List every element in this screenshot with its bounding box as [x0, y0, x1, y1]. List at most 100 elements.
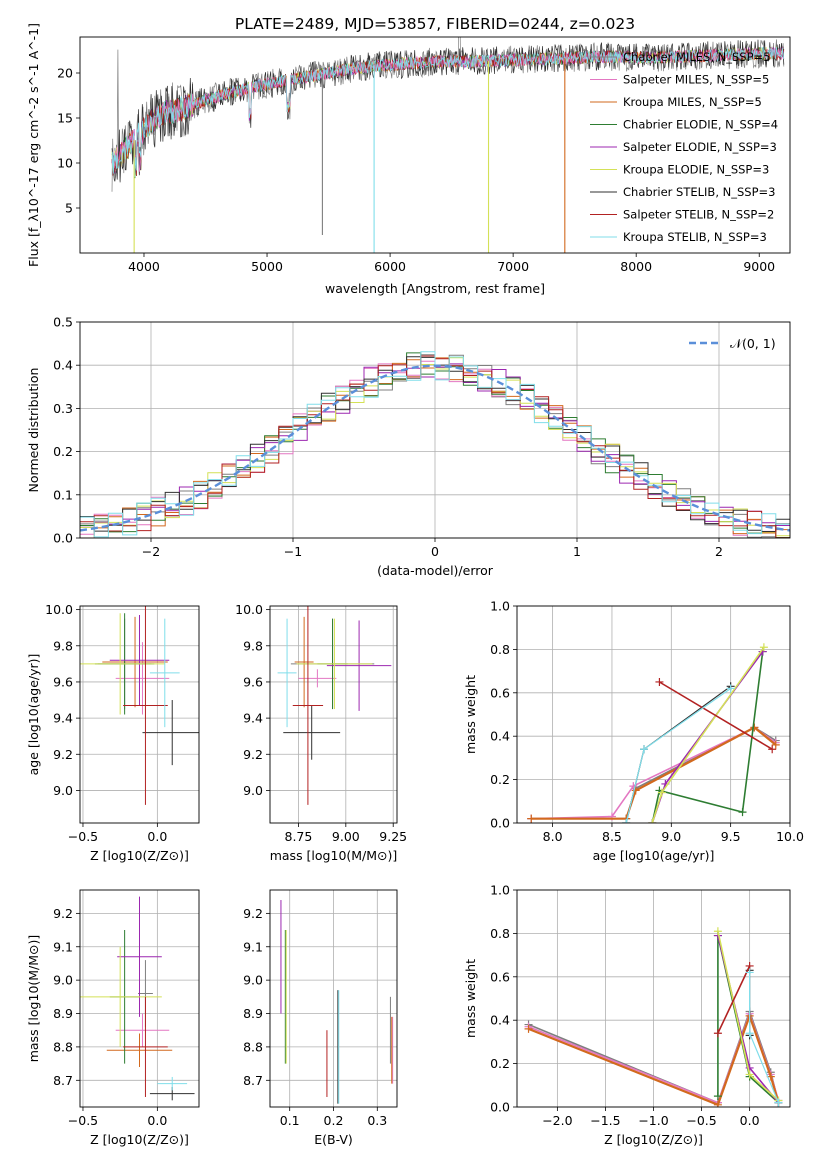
- x-tick-label: 0.0: [147, 1113, 167, 1128]
- y-tick-label: 0.0: [490, 816, 510, 831]
- spectrum-line: [111, 39, 785, 183]
- y-tick-label: 5: [65, 201, 73, 216]
- axes-massweight-vs-Z: −2.0 −1.5 −1.0 −0.5 0.0 0.0 0.2 0.4 0.6 0.8 1.0 Z […: [463, 883, 791, 1147]
- plot-area: [111, 37, 785, 253]
- axes-frame: [79, 605, 200, 824]
- x-tick-label: 10.0: [776, 829, 804, 844]
- legend-label: Chabrier ELODIE, N_SSP=4: [623, 118, 778, 132]
- x-tick-label: −1: [284, 544, 302, 559]
- x-tick-label: −1.5: [590, 1113, 620, 1128]
- y-tick-label: 8.7: [53, 1073, 73, 1088]
- y-tick-label: 0.6: [490, 969, 510, 984]
- weight-line: [531, 726, 777, 820]
- y-axis-label: Flux [f_λ10^-17 erg cm^-2 s^-1 A^-1]: [26, 23, 41, 267]
- axes-mass-vs-Z: −0.5 0.0 8.7 8.8 8.9 9.0 9.1 9.2 Z [log10(Z/Z⊙)]…: [26, 889, 200, 1147]
- y-tick-label: 9.8: [243, 638, 263, 653]
- weight-marker: [527, 814, 536, 823]
- legend-label: Salpeter STELIB, N_SSP=2: [623, 208, 774, 222]
- weight-line: [651, 651, 764, 823]
- x-tick-label: −0.5: [686, 1113, 716, 1128]
- x-tick-label: 2: [715, 544, 723, 559]
- axes-age-vs-Z: −0.5 0.0 9.0 9.2 9.4 9.6 9.8 10.0 Z [log10(Z/Z⊙)…: [26, 602, 200, 863]
- x-tick-label: 8.0: [543, 829, 563, 844]
- x-tick-label: 0.0: [147, 829, 167, 844]
- y-tick-label: 9.0: [243, 783, 263, 798]
- y-tick-label: 0.0: [490, 1100, 510, 1115]
- x-tick-label: 8000: [620, 259, 652, 274]
- x-tick-label: −2: [142, 544, 160, 559]
- normal-curve: [80, 364, 790, 532]
- y-tick-label: 0.8: [490, 926, 510, 941]
- y-axis-label: age [log10(age/yr)]: [26, 654, 41, 776]
- weight-line: [625, 685, 732, 823]
- weight-marker: [750, 723, 759, 732]
- legend-label: 𝒩(0, 1): [730, 336, 776, 351]
- y-tick-label: 0.4: [53, 358, 73, 373]
- y-tick-label: 9.1: [243, 939, 263, 954]
- axes-frame: [516, 605, 791, 824]
- axes-residuals: −2 −1 0 1 2 0.0 0.1 0.2 0.3 0.4 0.5 (data-model)/er…: [26, 315, 791, 578]
- y-tick-label: 10: [57, 156, 73, 171]
- x-tick-label: 1: [573, 544, 581, 559]
- y-tick-label: 0.2: [490, 772, 510, 787]
- x-tick-label: 0: [431, 544, 439, 559]
- y-tick-label: 9.2: [53, 906, 73, 921]
- plot-area: [80, 896, 195, 1101]
- y-tick-label: 9.6: [243, 674, 263, 689]
- axes-mass-vs-ebv: 0.1 0.2 0.3 8.7 8.8 8.9 9.0 9.1 9.2 E(B-V): [243, 889, 398, 1147]
- x-tick-label: 9.25: [379, 829, 407, 844]
- y-tick-label: 9.0: [53, 783, 73, 798]
- weight-marker: [738, 808, 747, 817]
- weight-marker: [713, 1029, 722, 1038]
- x-tick-label: 7000: [497, 259, 529, 274]
- y-tick-label: 0.1: [53, 487, 73, 502]
- weight-marker: [774, 1098, 783, 1107]
- x-tick-label: 6000: [374, 259, 406, 274]
- y-tick-label: 10.0: [235, 602, 263, 617]
- x-tick-label: 0.0: [740, 1113, 760, 1128]
- plot-area: [80, 351, 790, 538]
- weight-marker: [648, 819, 657, 823]
- axes-frame: [79, 889, 200, 1108]
- y-tick-label: 0.2: [490, 1056, 510, 1071]
- x-tick-label: −0.5: [68, 829, 98, 844]
- y-axis-label: mass weight: [463, 675, 478, 754]
- y-tick-label: 9.4: [243, 711, 263, 726]
- x-axis-label: wavelength [Angstrom, rest frame]: [325, 281, 545, 296]
- x-tick-label: −2.0: [542, 1113, 572, 1128]
- weight-marker: [640, 745, 649, 754]
- axes-frame: [79, 321, 791, 539]
- x-tick-label: 4000: [128, 259, 160, 274]
- weight-marker: [759, 643, 768, 652]
- y-tick-label: 15: [57, 111, 73, 126]
- x-axis-label: Z [log10(Z/Z⊙)]: [604, 1132, 703, 1147]
- x-tick-label: 9.5: [721, 829, 741, 844]
- y-tick-label: 10.0: [45, 602, 73, 617]
- x-tick-label: 8.75: [285, 829, 313, 844]
- plot-area: [80, 606, 199, 805]
- x-tick-label: 9.00: [332, 829, 360, 844]
- y-tick-label: 0.8: [490, 642, 510, 657]
- x-tick-label: 9000: [743, 259, 775, 274]
- y-axis-label: Normed distribution: [26, 368, 41, 493]
- x-axis-label: Z [log10(Z/Z⊙)]: [90, 1132, 189, 1147]
- y-tick-label: 1.0: [490, 883, 510, 898]
- x-axis-label: mass [log10(M/M⊙)]: [270, 848, 398, 863]
- y-tick-label: 8.7: [243, 1073, 263, 1088]
- axes-age-vs-mass: 8.75 9.00 9.25 9.0 9.2 9.4 9.6 9.8 10.0 mass [log…: [235, 602, 407, 863]
- plot-area: [280, 900, 394, 1104]
- figure-title: PLATE=2489, MJD=53857, FIBERID=0244, z=0…: [235, 15, 635, 33]
- y-tick-label: 20: [57, 66, 73, 81]
- y-tick-label: 9.1: [53, 939, 73, 954]
- x-axis-label: E(B-V): [314, 1132, 353, 1147]
- x-axis-label: (data-model)/error: [377, 563, 494, 578]
- weight-marker: [768, 745, 777, 754]
- x-tick-label: 9.0: [661, 829, 681, 844]
- weight-line: [651, 651, 764, 823]
- y-tick-label: 9.2: [53, 747, 73, 762]
- legend-label: Salpeter ELODIE, N_SSP=3: [623, 140, 777, 154]
- x-tick-label: −0.5: [68, 1113, 98, 1128]
- y-tick-label: 0.4: [490, 729, 510, 744]
- y-tick-label: 8.9: [243, 1006, 263, 1021]
